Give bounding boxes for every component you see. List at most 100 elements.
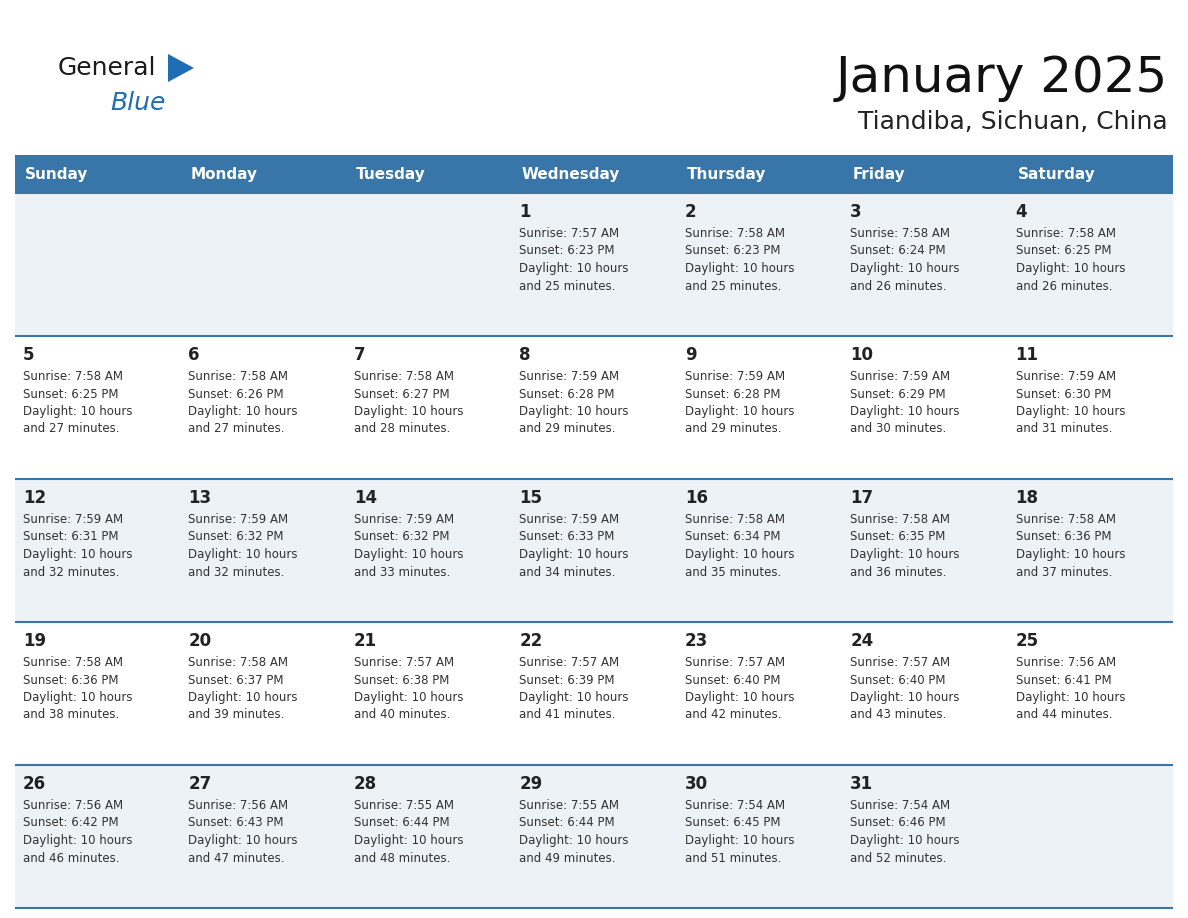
Text: 14: 14 bbox=[354, 489, 377, 507]
Text: 30: 30 bbox=[684, 775, 708, 793]
Text: 8: 8 bbox=[519, 346, 531, 364]
Text: 18: 18 bbox=[1016, 489, 1038, 507]
Text: and 37 minutes.: and 37 minutes. bbox=[1016, 565, 1112, 578]
Text: Sunrise: 7:54 AM: Sunrise: 7:54 AM bbox=[851, 799, 950, 812]
Text: Sunrise: 7:58 AM: Sunrise: 7:58 AM bbox=[684, 513, 785, 526]
Text: Daylight: 10 hours: Daylight: 10 hours bbox=[684, 405, 795, 418]
Text: Sunrise: 7:58 AM: Sunrise: 7:58 AM bbox=[23, 656, 124, 669]
Text: and 25 minutes.: and 25 minutes. bbox=[519, 279, 615, 293]
Text: Sunset: 6:23 PM: Sunset: 6:23 PM bbox=[684, 244, 781, 258]
Text: Sunset: 6:28 PM: Sunset: 6:28 PM bbox=[519, 387, 614, 400]
Text: Sunset: 6:35 PM: Sunset: 6:35 PM bbox=[851, 531, 946, 543]
Text: Sunrise: 7:57 AM: Sunrise: 7:57 AM bbox=[684, 656, 785, 669]
Text: Daylight: 10 hours: Daylight: 10 hours bbox=[189, 834, 298, 847]
Text: Sunrise: 7:57 AM: Sunrise: 7:57 AM bbox=[519, 227, 619, 240]
Text: and 32 minutes.: and 32 minutes. bbox=[23, 565, 119, 578]
Text: Sunset: 6:39 PM: Sunset: 6:39 PM bbox=[519, 674, 614, 687]
Text: Daylight: 10 hours: Daylight: 10 hours bbox=[519, 548, 628, 561]
Text: Saturday: Saturday bbox=[1018, 166, 1095, 182]
Text: Sunrise: 7:58 AM: Sunrise: 7:58 AM bbox=[1016, 227, 1116, 240]
Text: Sunrise: 7:57 AM: Sunrise: 7:57 AM bbox=[519, 656, 619, 669]
Text: and 44 minutes.: and 44 minutes. bbox=[1016, 709, 1112, 722]
Text: Sunset: 6:24 PM: Sunset: 6:24 PM bbox=[851, 244, 946, 258]
Text: Daylight: 10 hours: Daylight: 10 hours bbox=[189, 548, 298, 561]
Text: Sunrise: 7:59 AM: Sunrise: 7:59 AM bbox=[189, 513, 289, 526]
Text: Daylight: 10 hours: Daylight: 10 hours bbox=[851, 262, 960, 275]
Text: Daylight: 10 hours: Daylight: 10 hours bbox=[519, 405, 628, 418]
Text: 31: 31 bbox=[851, 775, 873, 793]
Text: Sunset: 6:41 PM: Sunset: 6:41 PM bbox=[1016, 674, 1111, 687]
Text: 15: 15 bbox=[519, 489, 542, 507]
Text: Thursday: Thursday bbox=[687, 166, 766, 182]
Text: Daylight: 10 hours: Daylight: 10 hours bbox=[354, 834, 463, 847]
Text: Monday: Monday bbox=[190, 166, 258, 182]
Text: Sunset: 6:26 PM: Sunset: 6:26 PM bbox=[189, 387, 284, 400]
Text: Daylight: 10 hours: Daylight: 10 hours bbox=[189, 405, 298, 418]
Text: and 28 minutes.: and 28 minutes. bbox=[354, 422, 450, 435]
Bar bbox=[346, 155, 511, 193]
Text: Sunset: 6:30 PM: Sunset: 6:30 PM bbox=[1016, 387, 1111, 400]
Text: Sunrise: 7:59 AM: Sunrise: 7:59 AM bbox=[684, 370, 785, 383]
Bar bbox=[15, 479, 1173, 622]
Text: Sunrise: 7:58 AM: Sunrise: 7:58 AM bbox=[189, 656, 289, 669]
Text: Sunrise: 7:57 AM: Sunrise: 7:57 AM bbox=[851, 656, 950, 669]
Text: 12: 12 bbox=[23, 489, 46, 507]
Text: and 36 minutes.: and 36 minutes. bbox=[851, 565, 947, 578]
Text: and 33 minutes.: and 33 minutes. bbox=[354, 565, 450, 578]
Text: Tiandiba, Sichuan, China: Tiandiba, Sichuan, China bbox=[859, 110, 1168, 134]
Text: 23: 23 bbox=[684, 632, 708, 650]
Text: 2: 2 bbox=[684, 203, 696, 221]
Bar bbox=[181, 155, 346, 193]
Text: Sunrise: 7:58 AM: Sunrise: 7:58 AM bbox=[851, 513, 950, 526]
Text: Sunset: 6:37 PM: Sunset: 6:37 PM bbox=[189, 674, 284, 687]
Text: Sunrise: 7:57 AM: Sunrise: 7:57 AM bbox=[354, 656, 454, 669]
Bar bbox=[677, 155, 842, 193]
Text: Sunset: 6:29 PM: Sunset: 6:29 PM bbox=[851, 387, 946, 400]
Text: and 39 minutes.: and 39 minutes. bbox=[189, 709, 285, 722]
Text: Wednesday: Wednesday bbox=[522, 166, 620, 182]
Text: Daylight: 10 hours: Daylight: 10 hours bbox=[519, 691, 628, 704]
Text: January 2025: January 2025 bbox=[835, 54, 1168, 102]
Text: Sunrise: 7:58 AM: Sunrise: 7:58 AM bbox=[851, 227, 950, 240]
Text: Daylight: 10 hours: Daylight: 10 hours bbox=[354, 405, 463, 418]
Text: 24: 24 bbox=[851, 632, 873, 650]
Text: Sunrise: 7:59 AM: Sunrise: 7:59 AM bbox=[519, 513, 619, 526]
Text: 26: 26 bbox=[23, 775, 46, 793]
Text: Sunrise: 7:59 AM: Sunrise: 7:59 AM bbox=[519, 370, 619, 383]
Text: Sunset: 6:31 PM: Sunset: 6:31 PM bbox=[23, 531, 119, 543]
Text: and 35 minutes.: and 35 minutes. bbox=[684, 565, 781, 578]
Text: Sunset: 6:23 PM: Sunset: 6:23 PM bbox=[519, 244, 614, 258]
Text: 17: 17 bbox=[851, 489, 873, 507]
Text: Sunday: Sunday bbox=[25, 166, 88, 182]
Text: Sunrise: 7:58 AM: Sunrise: 7:58 AM bbox=[23, 370, 124, 383]
Text: Sunset: 6:46 PM: Sunset: 6:46 PM bbox=[851, 816, 946, 830]
Text: and 29 minutes.: and 29 minutes. bbox=[684, 422, 782, 435]
Text: 29: 29 bbox=[519, 775, 543, 793]
Text: and 31 minutes.: and 31 minutes. bbox=[1016, 422, 1112, 435]
Text: 10: 10 bbox=[851, 346, 873, 364]
Text: Sunset: 6:44 PM: Sunset: 6:44 PM bbox=[354, 816, 449, 830]
Text: Daylight: 10 hours: Daylight: 10 hours bbox=[189, 691, 298, 704]
Text: and 29 minutes.: and 29 minutes. bbox=[519, 422, 615, 435]
Bar bbox=[1007, 155, 1173, 193]
Text: Sunrise: 7:58 AM: Sunrise: 7:58 AM bbox=[1016, 513, 1116, 526]
Text: and 49 minutes.: and 49 minutes. bbox=[519, 852, 615, 865]
Text: and 40 minutes.: and 40 minutes. bbox=[354, 709, 450, 722]
Text: Daylight: 10 hours: Daylight: 10 hours bbox=[684, 834, 795, 847]
Text: 19: 19 bbox=[23, 632, 46, 650]
Text: Sunset: 6:33 PM: Sunset: 6:33 PM bbox=[519, 531, 614, 543]
Text: and 30 minutes.: and 30 minutes. bbox=[851, 422, 947, 435]
Text: Daylight: 10 hours: Daylight: 10 hours bbox=[23, 691, 133, 704]
Text: Sunrise: 7:54 AM: Sunrise: 7:54 AM bbox=[684, 799, 785, 812]
Text: 7: 7 bbox=[354, 346, 366, 364]
Bar bbox=[15, 336, 1173, 479]
Text: Sunset: 6:44 PM: Sunset: 6:44 PM bbox=[519, 816, 615, 830]
Text: Sunset: 6:40 PM: Sunset: 6:40 PM bbox=[851, 674, 946, 687]
Text: 13: 13 bbox=[189, 489, 211, 507]
Text: 27: 27 bbox=[189, 775, 211, 793]
Text: and 41 minutes.: and 41 minutes. bbox=[519, 709, 615, 722]
Text: Sunset: 6:40 PM: Sunset: 6:40 PM bbox=[684, 674, 781, 687]
Text: Daylight: 10 hours: Daylight: 10 hours bbox=[519, 834, 628, 847]
Text: Sunset: 6:42 PM: Sunset: 6:42 PM bbox=[23, 816, 119, 830]
Text: Daylight: 10 hours: Daylight: 10 hours bbox=[354, 691, 463, 704]
